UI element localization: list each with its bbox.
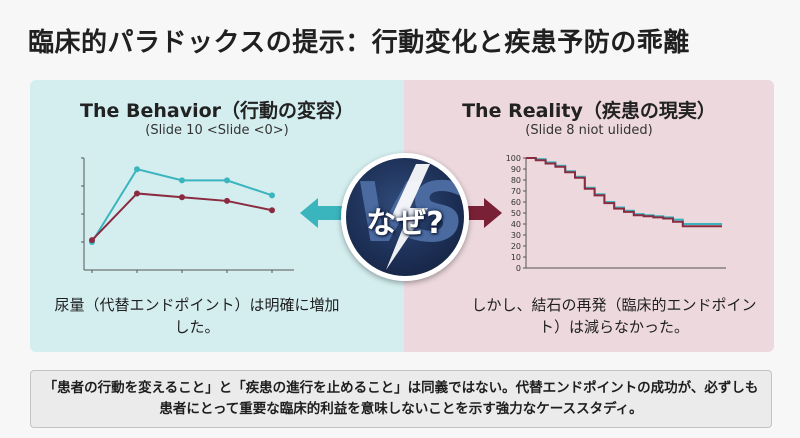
- y-tick-label: 40: [511, 220, 521, 229]
- vs-center-graphic: VS なぜ?: [300, 150, 502, 290]
- step-series-1: [526, 157, 722, 225]
- y-tick-label: 70: [511, 187, 521, 196]
- step-series-2: [526, 157, 722, 228]
- y-tick-label: 0: [516, 264, 521, 273]
- page-title: 臨床的パラドックスの提示：行動変化と疾患予防の乖離: [28, 28, 690, 58]
- summary-box: 「患者の行動を変えること」と「疾患の進行を止めること」は同義ではない。代替エンド…: [30, 370, 772, 428]
- series-line-2: [91, 192, 273, 241]
- data-point: [224, 177, 230, 184]
- reality-step-chart: 0 10 20 30 40 50 60 70 80 90 100: [506, 154, 726, 273]
- data-point: [179, 177, 185, 184]
- y-tick-label: 30: [511, 231, 521, 240]
- reality-subheading: (Slide 8 niot ulided): [525, 123, 653, 138]
- y-tick-label: 90: [511, 165, 521, 174]
- data-point: [134, 190, 140, 197]
- behavior-line-chart: [81, 157, 294, 273]
- reality-heading: The Reality（疾患の現実）: [462, 100, 716, 122]
- data-point: [134, 166, 140, 173]
- y-tick-label: 10: [511, 253, 521, 262]
- y-tick-label: 60: [511, 198, 521, 207]
- right-arrow-icon: [456, 198, 502, 228]
- y-tick-label: 100: [506, 154, 521, 163]
- left-arrow-icon: [300, 198, 346, 228]
- lightning-bolt-icon: [386, 164, 430, 270]
- y-tick-label: 20: [511, 242, 521, 251]
- reality-caption: しかし、結石の再発（臨床的エンドポイント）は減らなかった。: [471, 296, 757, 336]
- why-label: なぜ?: [366, 206, 444, 241]
- y-tick-label: 50: [511, 209, 521, 218]
- data-point: [269, 207, 275, 214]
- data-point: [269, 192, 275, 199]
- y-tick-label: 80: [511, 176, 521, 185]
- behavior-subheading: (Slide 10 <Slide <0>): [145, 123, 289, 138]
- data-point: [179, 194, 185, 201]
- data-point: [89, 237, 95, 244]
- behavior-caption: 尿量（代替エンドポイント）は明確に増加した。: [54, 296, 340, 336]
- behavior-heading: The Behavior（行動の変容）: [79, 100, 355, 122]
- data-point: [224, 197, 230, 204]
- vs-badge: VS なぜ?: [341, 153, 469, 281]
- summary-text: 「患者の行動を変えること」と「疾患の進行を止めること」は同義ではない。代替エンド…: [43, 380, 759, 417]
